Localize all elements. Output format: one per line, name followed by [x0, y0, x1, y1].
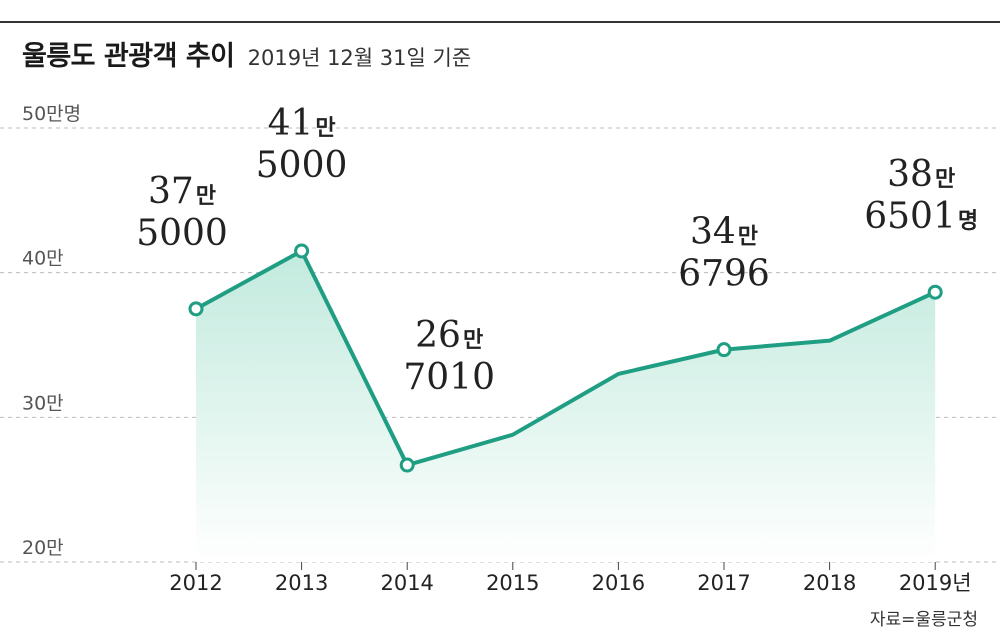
- data-point-marker: [188, 301, 204, 317]
- y-tick-label: 40만: [22, 248, 64, 270]
- data-label-value: 7010: [403, 357, 495, 398]
- data-label-value: 41만: [268, 103, 336, 144]
- data-point-marker: [399, 457, 415, 473]
- series-line: [195, 248, 937, 468]
- data-label-value: 37만: [148, 171, 216, 212]
- y-tick-label: 20만: [22, 537, 64, 559]
- data-label-value: 6796: [678, 254, 770, 295]
- chart-subtitle: 2019년 12월 31일 기준: [247, 46, 472, 70]
- data-point-marker: [927, 284, 943, 300]
- data-label-value: 38만: [887, 154, 955, 195]
- x-tick-label: 2017: [697, 571, 750, 595]
- data-label-value: 6501명: [864, 196, 978, 237]
- data-label-value: 5000: [136, 213, 228, 254]
- data-point-marker: [294, 243, 310, 259]
- x-tick-label: 2012: [169, 571, 222, 595]
- y-tick-label: 30만: [22, 392, 64, 414]
- data-label-value: 5000: [256, 145, 348, 186]
- source-note: 자료=울릉군청: [869, 610, 978, 630]
- top-rule: [0, 21, 1000, 23]
- x-tick-label: 2013: [275, 571, 328, 595]
- x-tick-label: 2018: [803, 571, 856, 595]
- chart-header: 울릉도 관광객 추이 2019년 12월 31일 기준: [22, 34, 471, 73]
- x-tick-label: 2019년: [899, 571, 972, 595]
- x-tick-label: 2014: [380, 571, 433, 595]
- y-tick-label: 50만명: [22, 103, 81, 125]
- data-label-value: 34만: [690, 212, 758, 253]
- x-tick-label: 2015: [486, 571, 539, 595]
- x-tick-label: 2016: [592, 571, 645, 595]
- chart-title: 울릉도 관광객 추이: [22, 41, 235, 72]
- data-point-marker: [716, 342, 732, 358]
- data-label-value: 26만: [415, 315, 483, 356]
